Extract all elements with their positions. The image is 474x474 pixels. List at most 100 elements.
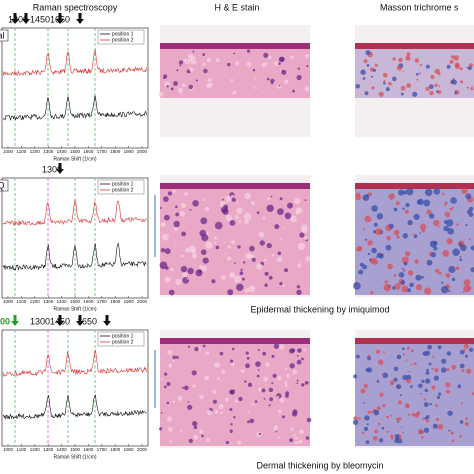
tissue-cell [180, 265, 188, 273]
tissue-cell [419, 63, 422, 67]
tissue-cell [177, 395, 183, 401]
tissue-cell [278, 84, 281, 87]
tissue-cell [234, 262, 236, 265]
tissue-cell [389, 380, 395, 386]
x-tick-label: 1300 [43, 299, 54, 304]
tissue-cell [421, 276, 424, 279]
tissue-cell [445, 382, 451, 388]
tissue-cell [161, 233, 169, 241]
tissue-cell [431, 367, 434, 371]
x-tick-label: 1900 [124, 299, 135, 304]
tissue-cell [396, 354, 402, 360]
tissue-cell [268, 275, 273, 280]
tissue-cell [257, 369, 260, 371]
tissue-cell [400, 280, 406, 285]
tissue-cell [176, 69, 179, 72]
x-tick-label: 2000 [137, 447, 148, 452]
tissue-cell [244, 288, 250, 293]
tissue-cell [388, 81, 392, 86]
tissue-cell [213, 241, 217, 244]
tissue-cell [236, 207, 243, 214]
tissue-cell [180, 93, 183, 96]
tissue-cell [212, 389, 217, 394]
tissue-cell [184, 385, 189, 391]
tissue-cell [186, 278, 189, 280]
tissue-cell [254, 77, 257, 80]
tissue-cell [173, 220, 180, 228]
tissue-cell [460, 244, 467, 252]
tissue-cell [446, 351, 452, 356]
tissue-cell [193, 60, 197, 64]
tissue [160, 338, 310, 446]
peak-arrow [76, 13, 84, 24]
tissue-cell [221, 275, 227, 280]
tissue-cell [423, 199, 431, 207]
tissue-cell [204, 206, 210, 212]
x-tick-label: 1000 [3, 149, 14, 154]
tissue-cell [304, 236, 308, 240]
tissue-cell [461, 188, 468, 194]
tissue-cell [433, 241, 438, 246]
x-tick-label: 1100 [17, 299, 27, 304]
legend-label: position 2 [112, 187, 134, 193]
tissue-cell [462, 291, 465, 293]
tissue-cell [419, 232, 422, 234]
tissue-cell [174, 227, 178, 231]
column-header: Raman spectroscopy [33, 2, 118, 12]
tissue-cell [385, 244, 392, 251]
tissue-cell [199, 429, 204, 434]
tissue-cell [175, 205, 178, 209]
tissue-cell [254, 400, 258, 403]
tissue-cell [279, 197, 283, 201]
tissue-cell [375, 228, 383, 236]
peak-label: 1450 [30, 14, 50, 24]
tissue-cell [262, 351, 267, 356]
tissue-cell [367, 354, 371, 358]
tissue-cell [406, 374, 412, 380]
tissue-cell [238, 396, 243, 402]
tissue-cell [430, 252, 436, 258]
tissue-cell [451, 439, 455, 443]
tissue-cell [215, 245, 220, 250]
tissue-cell [202, 62, 206, 66]
tissue-cell [231, 362, 235, 367]
column-header: H & E stain [214, 2, 259, 12]
legend-box [97, 179, 145, 195]
tissue-cell [223, 204, 229, 210]
tissue-cell [284, 381, 288, 385]
tissue-cell [429, 402, 432, 406]
tissue-cell [281, 69, 287, 75]
x-tick-label: 2000 [137, 299, 148, 304]
tissue-cell [301, 357, 304, 361]
tissue-cell [423, 427, 430, 433]
tissue-cell [166, 85, 169, 88]
tissue-cell [212, 399, 217, 404]
tissue-cell [458, 242, 463, 246]
peak-arrow [103, 315, 111, 326]
tissue-cell [236, 283, 244, 291]
tissue-cell [240, 268, 243, 271]
tissue-cell [433, 246, 438, 251]
tissue-cell [378, 438, 384, 443]
tissue-cell [287, 202, 293, 209]
tissue-cell [229, 220, 236, 226]
tissue-cell [373, 230, 377, 234]
panel-label-box [0, 29, 9, 42]
tissue-cell [207, 78, 212, 83]
tissue-cell [230, 359, 234, 363]
tissue-cell [185, 247, 191, 253]
tissue-cell [192, 384, 196, 388]
tissue-cell [451, 277, 456, 282]
tissue-cell [240, 369, 245, 373]
tissue-cell [387, 263, 393, 270]
tissue-cell [382, 404, 386, 408]
tissue-cell [412, 91, 418, 97]
tissue-cell [239, 271, 244, 276]
tissue-cell [304, 199, 307, 202]
tissue-cell [367, 356, 372, 361]
tissue-cell [163, 196, 169, 202]
tissue-cell [444, 201, 448, 205]
tissue-cell [284, 212, 292, 220]
tissue-cell [255, 361, 261, 367]
tissue-cell [296, 289, 302, 295]
